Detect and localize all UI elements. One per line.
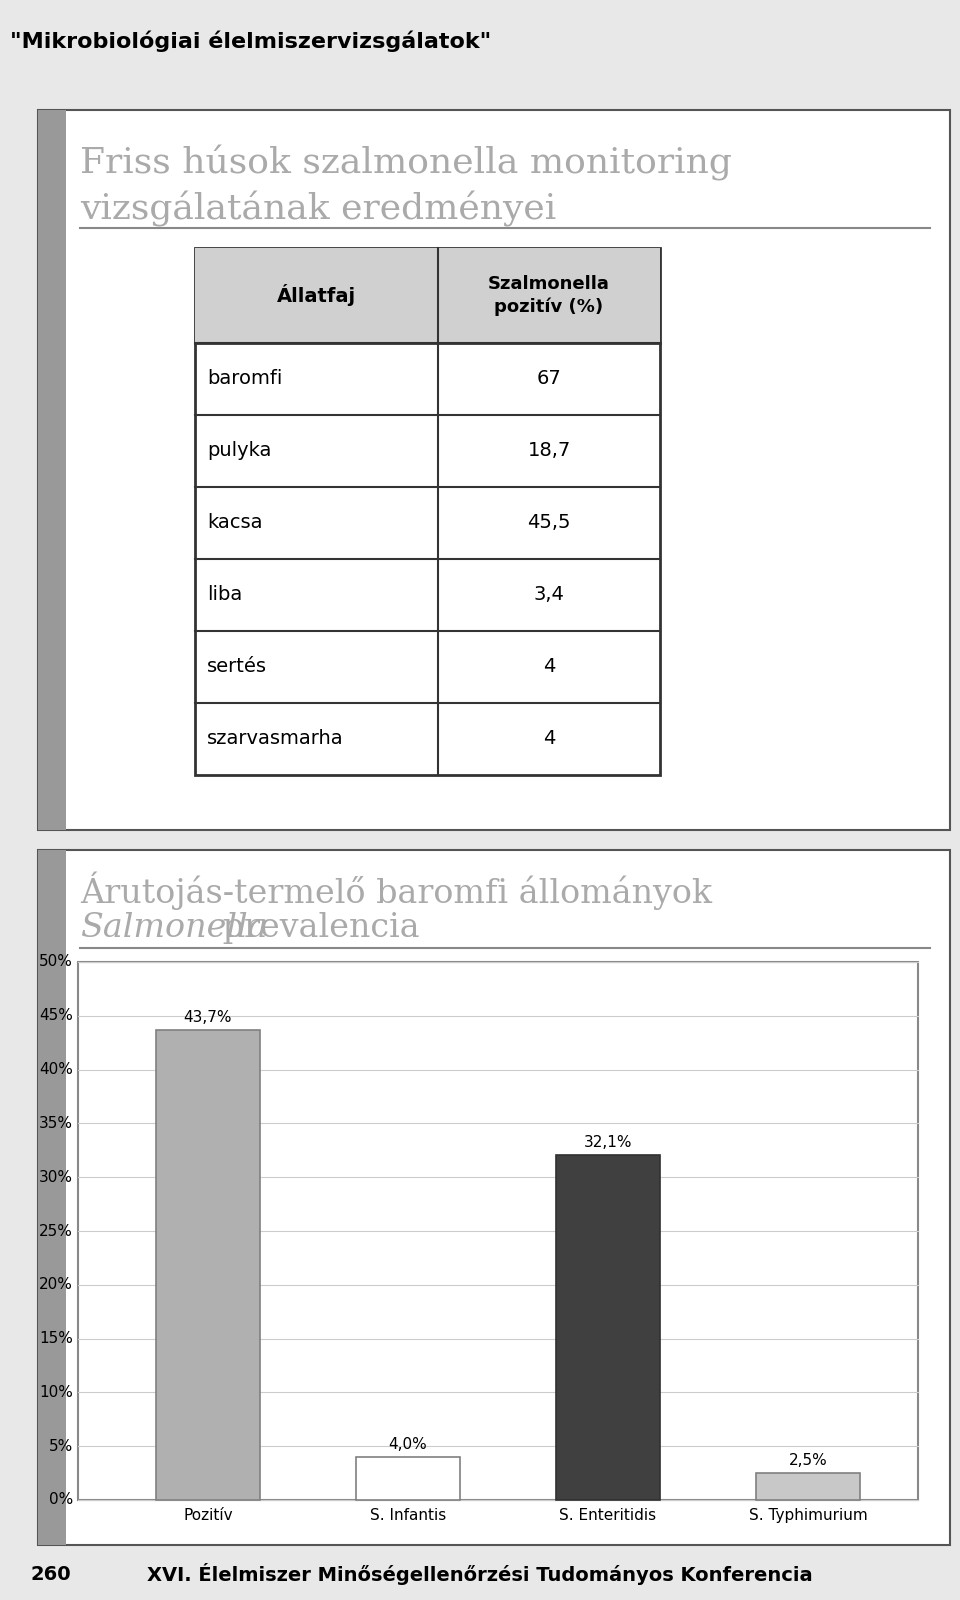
Text: S. Typhimurium: S. Typhimurium xyxy=(749,1507,868,1523)
Bar xyxy=(0,1549,960,1600)
Text: Árutojás-termelő baromfi állományok: Árutojás-termelő baromfi állományok xyxy=(80,872,712,910)
Bar xyxy=(38,110,950,830)
Text: 30%: 30% xyxy=(39,1170,73,1184)
Text: 45%: 45% xyxy=(39,1008,73,1024)
Text: 18,7: 18,7 xyxy=(527,442,570,461)
Text: liba: liba xyxy=(207,586,242,605)
Text: 20%: 20% xyxy=(39,1277,73,1293)
Text: vizsgálatának eredményei: vizsgálatának eredményei xyxy=(80,190,556,227)
Text: 32,1%: 32,1% xyxy=(584,1134,633,1150)
Bar xyxy=(556,1155,660,1501)
Text: Salmonella: Salmonella xyxy=(80,912,268,944)
Bar xyxy=(195,248,660,774)
Text: 67: 67 xyxy=(537,370,562,389)
Bar xyxy=(38,110,66,830)
Text: pulyka: pulyka xyxy=(207,442,272,461)
Bar xyxy=(756,1474,860,1501)
Text: 10%: 10% xyxy=(39,1386,73,1400)
Text: 2,5%: 2,5% xyxy=(788,1453,828,1469)
Text: 15%: 15% xyxy=(39,1331,73,1346)
Bar xyxy=(38,850,950,1546)
Text: S. Infantis: S. Infantis xyxy=(370,1507,446,1523)
Text: szarvasmarha: szarvasmarha xyxy=(207,730,344,749)
Text: 5%: 5% xyxy=(49,1438,73,1454)
Text: sertés: sertés xyxy=(207,658,267,677)
Text: 35%: 35% xyxy=(39,1115,73,1131)
Text: baromfi: baromfi xyxy=(207,370,282,389)
Bar xyxy=(195,248,660,342)
Text: Friss húsok szalmonella monitoring: Friss húsok szalmonella monitoring xyxy=(80,146,732,181)
Text: 3,4: 3,4 xyxy=(534,586,564,605)
Bar xyxy=(356,1458,460,1501)
Text: 45,5: 45,5 xyxy=(527,514,571,533)
Bar xyxy=(156,1030,260,1501)
Text: 4,0%: 4,0% xyxy=(389,1437,427,1451)
Text: 25%: 25% xyxy=(39,1224,73,1238)
Text: Pozitív: Pozitív xyxy=(183,1507,233,1523)
Text: 4: 4 xyxy=(542,730,555,749)
Text: 4: 4 xyxy=(542,658,555,677)
Text: 50%: 50% xyxy=(39,955,73,970)
Text: Szalmonella
pozitív (%): Szalmonella pozitív (%) xyxy=(488,275,610,315)
Text: S. Enteritidis: S. Enteritidis xyxy=(560,1507,657,1523)
Bar xyxy=(78,962,918,1501)
Text: 260: 260 xyxy=(30,1565,71,1584)
Text: kacsa: kacsa xyxy=(207,514,262,533)
Text: 0%: 0% xyxy=(49,1493,73,1507)
Text: Állatfaj: Állatfaj xyxy=(276,285,356,307)
Text: prevalencia: prevalencia xyxy=(212,912,420,944)
Text: "Mikrobiológiai élelmiszervizsgálatok": "Mikrobiológiai élelmiszervizsgálatok" xyxy=(10,30,492,51)
Text: 43,7%: 43,7% xyxy=(183,1010,232,1024)
Bar xyxy=(38,850,66,1546)
Text: XVI. Élelmiszer Minőségellenőrzési Tudományos Konferencia: XVI. Élelmiszer Minőségellenőrzési Tudom… xyxy=(147,1563,813,1586)
Text: 40%: 40% xyxy=(39,1062,73,1077)
